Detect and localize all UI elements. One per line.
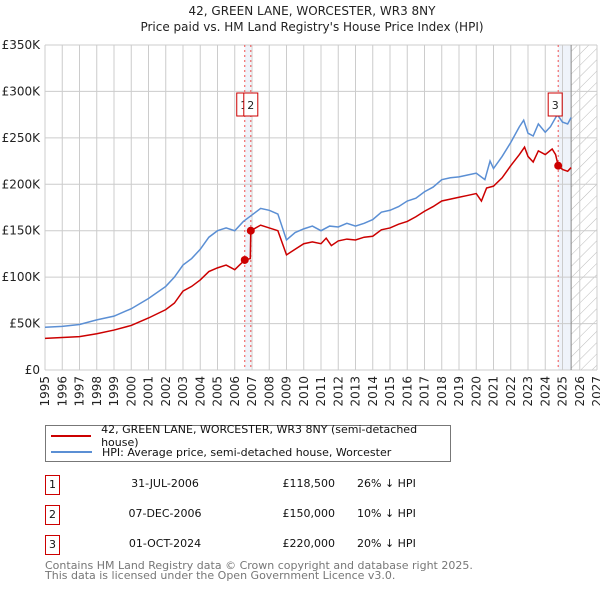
sale-point xyxy=(554,161,563,170)
legend: 42, GREEN LANE, WORCESTER, WR3 8NY (semi… xyxy=(45,423,451,462)
sale-marker-label: 3 xyxy=(552,99,559,112)
x-tick-label: 2016 xyxy=(400,376,414,407)
sale-price: £118,500 xyxy=(282,477,336,490)
y-tick-label: £300K xyxy=(2,84,42,98)
x-tick-label: 2014 xyxy=(366,376,380,407)
y-tick-label: £150K xyxy=(2,224,42,238)
x-tick-label: 2011 xyxy=(314,376,328,407)
chart-subtitle: Price paid vs. HM Land Registry's House … xyxy=(140,20,483,34)
sale-date: 07-DEC-2006 xyxy=(128,507,202,520)
sale-date: 01-OCT-2024 xyxy=(128,537,202,550)
sale-marker-box xyxy=(547,92,563,117)
y-tick-label: £100K xyxy=(2,270,42,284)
x-tick-label: 2024 xyxy=(538,376,552,407)
sale-hpi-diff: 26% ↓ HPI xyxy=(357,477,416,490)
legend-item-property: 42, GREEN LANE, WORCESTER, WR3 8NY (semi… xyxy=(46,423,450,449)
x-tick-label: 2023 xyxy=(521,376,535,407)
x-tick-label: 2026 xyxy=(573,376,587,407)
y-tick-label: £50K xyxy=(9,317,41,331)
x-tick-label: 2007 xyxy=(245,376,259,407)
table-row: 1 31-JUL-2006 £118,500 26% ↓ HPI xyxy=(45,475,445,495)
legend-label: 42, GREEN LANE, WORCESTER, WR3 8NY (semi… xyxy=(101,423,418,449)
sale-point xyxy=(246,226,255,235)
x-tick-label: 1999 xyxy=(107,376,121,407)
footer-line: This data is licensed under the Open Gov… xyxy=(45,569,396,582)
x-tick-label: 2020 xyxy=(469,376,483,407)
chart-title: 42, GREEN LANE, WORCESTER, WR3 8NY xyxy=(189,4,437,18)
y-tick-label: £350K xyxy=(2,38,42,52)
x-tick-label: 2012 xyxy=(331,376,345,407)
x-tick-label: 2005 xyxy=(211,376,225,407)
x-tick-label: 2002 xyxy=(159,376,173,407)
sale-band xyxy=(558,45,572,370)
x-tick-label: 1996 xyxy=(55,376,69,407)
hpi-line xyxy=(44,113,572,329)
sale-band xyxy=(244,45,251,370)
x-tick-label: 2009 xyxy=(280,376,294,407)
x-tick-label: 2003 xyxy=(176,376,190,407)
x-tick-label: 2027 xyxy=(590,376,600,407)
x-tick-label: 2021 xyxy=(487,376,501,407)
legend-swatch-blue xyxy=(51,451,92,453)
x-tick-label: 2010 xyxy=(297,376,311,407)
sale-hpi-diff: 20% ↓ HPI xyxy=(357,537,416,550)
chart-svg: 1995 1996 1997 1998 1999 2000 2001 2002 2003 2004… xyxy=(2,4,600,407)
x-tick-label: 2019 xyxy=(452,376,466,407)
footer-line: Contains HM Land Registry data © Crown c… xyxy=(45,559,473,572)
y-tick-label: £250K xyxy=(2,131,42,145)
sale-marker-label: 2 xyxy=(247,99,254,112)
footer: Contains HM Land Registry data © Crown c… xyxy=(45,559,473,582)
sale-date: 31-JUL-2006 xyxy=(131,477,199,490)
x-tick-label: 1995 xyxy=(38,376,52,407)
sale-number: 2 xyxy=(45,505,60,525)
legend-label: HPI: Average price, semi-detached house,… xyxy=(102,445,392,459)
forecast-hatch xyxy=(571,45,597,370)
x-tick-label: 1998 xyxy=(90,376,104,407)
x-tick-label: 2000 xyxy=(124,376,138,407)
table-row: 2 07-DEC-2006 £150,000 10% ↓ HPI xyxy=(45,505,445,525)
price-paid-line xyxy=(44,145,572,340)
x-tick-label: 2015 xyxy=(383,376,397,407)
sale-price: £150,000 xyxy=(282,507,336,520)
x-tick-label: 2022 xyxy=(504,376,518,407)
sale-marker-box xyxy=(243,92,259,117)
x-tick-label: 1997 xyxy=(73,376,87,407)
x-tick-label: 2025 xyxy=(556,376,570,407)
x-tick-label: 2008 xyxy=(262,376,276,407)
sale-hpi-diff: 10% ↓ HPI xyxy=(357,507,416,520)
x-tick-label: 2001 xyxy=(142,376,156,407)
sale-number: 1 xyxy=(45,475,60,495)
table-row: 3 01-OCT-2024 £220,000 20% ↓ HPI xyxy=(45,535,445,555)
sale-number: 3 xyxy=(45,535,60,555)
x-tick-label: 2017 xyxy=(418,376,432,407)
legend-swatch-red xyxy=(51,435,92,437)
sale-point xyxy=(240,255,249,264)
legend-item-hpi: HPI: Average price, semi-detached house,… xyxy=(46,444,391,460)
y-tick-label: £200K xyxy=(2,177,42,191)
x-tick-label: 2018 xyxy=(435,376,449,407)
x-tick-label: 2006 xyxy=(228,376,242,407)
sale-price: £220,000 xyxy=(282,537,336,550)
y-tick-label: £0 xyxy=(25,363,40,377)
x-tick-label: 2004 xyxy=(193,376,207,407)
x-tick-label: 2013 xyxy=(349,376,363,407)
